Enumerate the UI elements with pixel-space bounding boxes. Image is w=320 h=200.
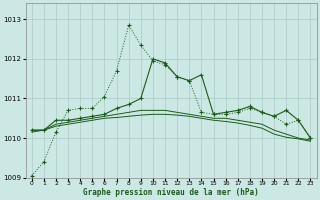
X-axis label: Graphe pression niveau de la mer (hPa): Graphe pression niveau de la mer (hPa)	[83, 188, 259, 197]
